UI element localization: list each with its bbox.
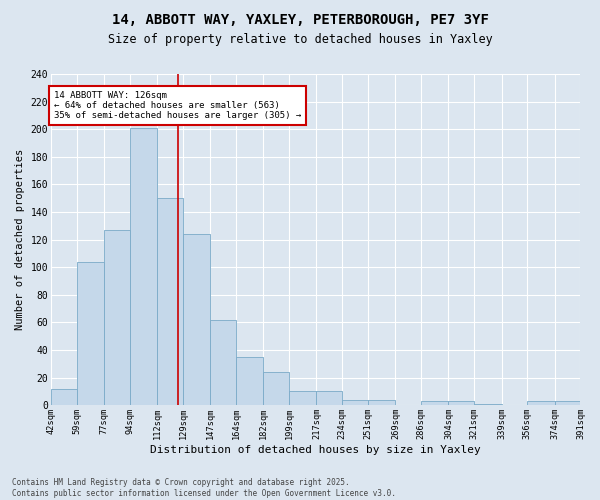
Bar — [77, 262, 104, 405]
Text: 14 ABBOTT WAY: 126sqm
← 64% of detached houses are smaller (563)
35% of semi-det: 14 ABBOTT WAY: 126sqm ← 64% of detached … — [54, 90, 301, 120]
Text: Size of property relative to detached houses in Yaxley: Size of property relative to detached ho… — [107, 32, 493, 46]
Bar — [104, 230, 130, 405]
Text: Contains HM Land Registry data © Crown copyright and database right 2025.
Contai: Contains HM Land Registry data © Crown c… — [12, 478, 396, 498]
Bar — [474, 404, 502, 405]
Text: 14, ABBOTT WAY, YAXLEY, PETERBOROUGH, PE7 3YF: 14, ABBOTT WAY, YAXLEY, PETERBOROUGH, PE… — [112, 12, 488, 26]
Y-axis label: Number of detached properties: Number of detached properties — [15, 149, 25, 330]
Bar — [51, 388, 77, 405]
Bar — [157, 198, 183, 405]
Bar — [555, 401, 580, 405]
Bar — [316, 392, 342, 405]
Bar — [421, 401, 448, 405]
Bar — [263, 372, 289, 405]
Bar — [210, 320, 236, 405]
Bar — [368, 400, 395, 405]
X-axis label: Distribution of detached houses by size in Yaxley: Distribution of detached houses by size … — [151, 445, 481, 455]
Bar — [130, 128, 157, 405]
Bar — [448, 401, 474, 405]
Bar — [527, 401, 555, 405]
Bar — [289, 392, 316, 405]
Bar — [342, 400, 368, 405]
Bar — [183, 234, 210, 405]
Bar — [236, 357, 263, 405]
